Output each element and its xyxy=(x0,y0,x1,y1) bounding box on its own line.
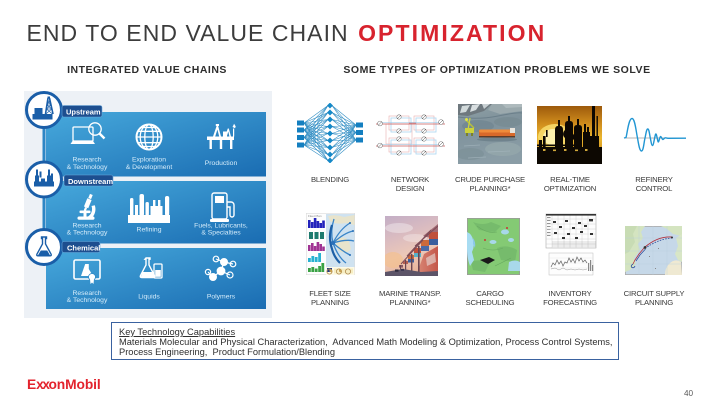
svg-text:Chemical: Chemical xyxy=(67,243,100,252)
svg-text:Downstream: Downstream xyxy=(68,177,113,186)
svg-text:& Specialties: & Specialties xyxy=(201,230,241,237)
svg-text:Refining: Refining xyxy=(137,227,162,234)
svg-text:& Development: & Development xyxy=(126,164,173,171)
svg-text:Upstream: Upstream xyxy=(66,108,101,117)
svg-text:Exploration: Exploration xyxy=(132,157,166,164)
svg-text:Liquids: Liquids xyxy=(138,294,160,301)
svg-text:& Technology: & Technology xyxy=(67,297,108,304)
svg-text:Research: Research xyxy=(72,157,101,164)
svg-text:Production: Production xyxy=(205,160,238,167)
svg-text:Research: Research xyxy=(72,223,101,230)
svg-text:& Technology: & Technology xyxy=(67,164,108,171)
svg-text:Fleet Plan: Fleet Plan xyxy=(308,214,322,218)
svg-text:Research: Research xyxy=(72,290,101,297)
svg-text:Polymers: Polymers xyxy=(207,294,236,301)
svg-text:Fuels, Lubricants,: Fuels, Lubricants, xyxy=(194,223,248,230)
svg-text:& Technology: & Technology xyxy=(67,230,108,237)
